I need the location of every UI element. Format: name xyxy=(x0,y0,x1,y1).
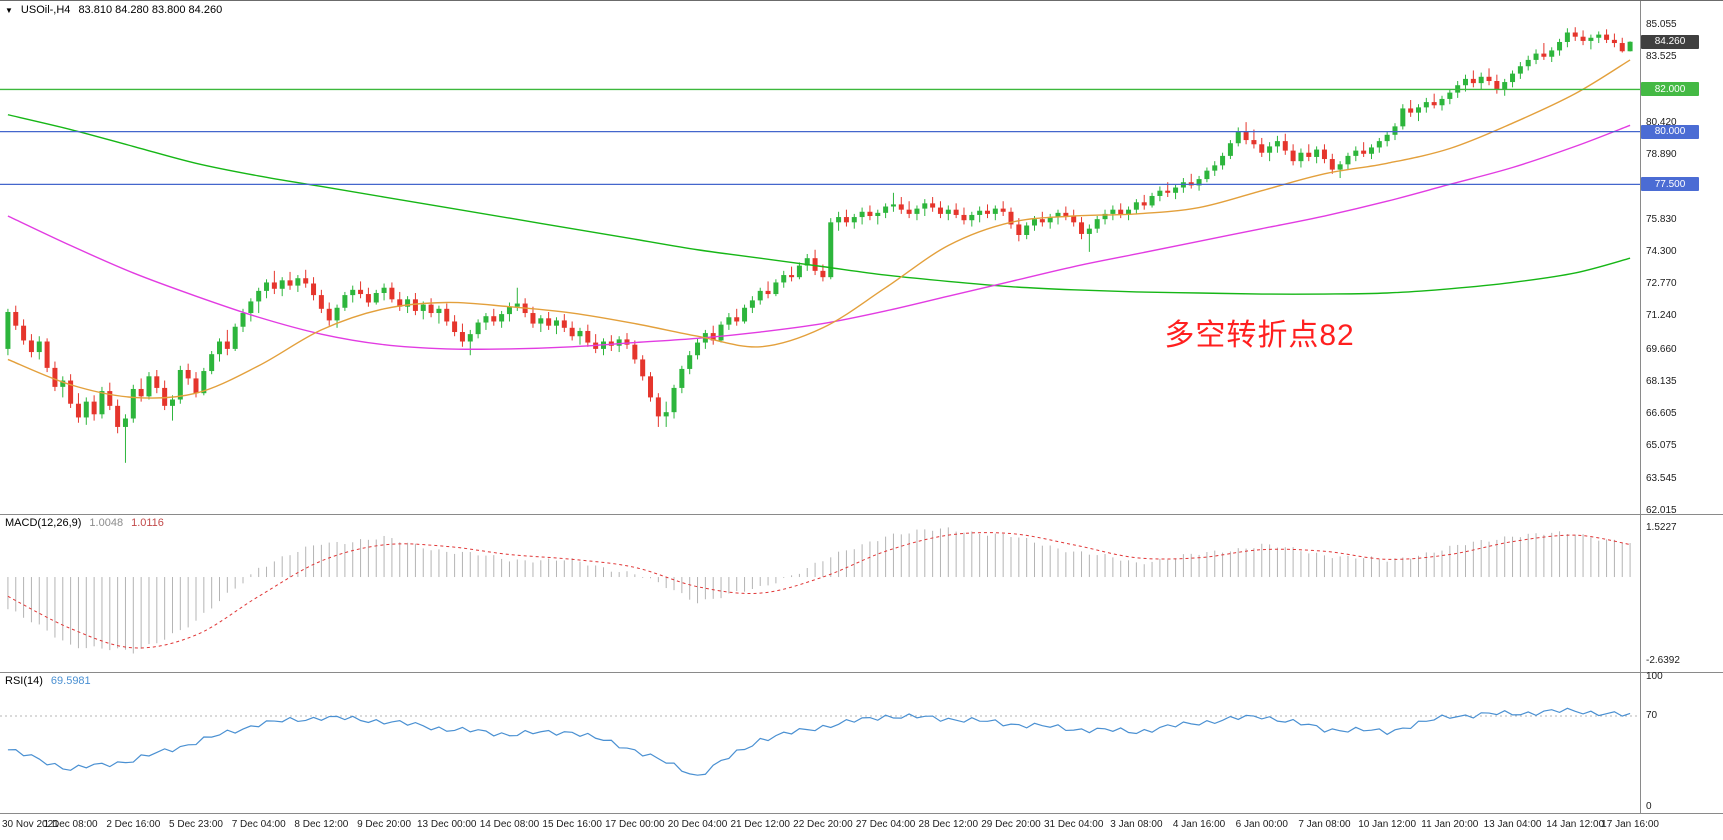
macd-header: MACD(12,26,9) 1.0048 1.0116 xyxy=(5,517,164,529)
price-tick-label: 74.300 xyxy=(1646,245,1677,257)
current-price-badge: 84.260 xyxy=(1641,34,1699,49)
time-tick-label: 22 Dec 20:00 xyxy=(793,819,853,830)
price-tick-label: 69.660 xyxy=(1646,343,1677,355)
time-axis[interactable]: 30 Nov 2021 1 Dec 08:00 2 Dec 16:00 5 Dec 2… xyxy=(0,813,1723,840)
rsi-header: RSI(14) 69.5981 xyxy=(5,675,91,687)
time-tick-label: 7 Jan 08:00 xyxy=(1298,819,1351,830)
time-tick-label: 1 Dec 08:00 xyxy=(43,819,98,830)
time-tick-label: 17 Dec 00:00 xyxy=(605,819,665,830)
annotation-text: 多空转折点82 xyxy=(1164,319,1355,353)
time-tick-label: 14 Jan 12:00 xyxy=(1546,819,1605,830)
time-tick-label: 4 Jan 16:00 xyxy=(1172,819,1226,830)
macd-signal-value: 1.0116 xyxy=(131,517,164,529)
time-tick-label: 21 Dec 12:00 xyxy=(730,819,790,830)
price-level-badge: 82.000 xyxy=(1641,82,1699,97)
time-tick-label: 14 Dec 08:00 xyxy=(479,819,540,830)
price-tick-label: 78.890 xyxy=(1646,149,1677,161)
price-tick-label: 68.135 xyxy=(1646,375,1677,387)
time-tick-label: 9 Dec 20:00 xyxy=(357,819,412,830)
price-tick-label: 66.605 xyxy=(1646,408,1677,420)
time-tick-label: 13 Dec 00:00 xyxy=(417,819,477,830)
time-tick-label: 20 Dec 04:00 xyxy=(667,819,728,830)
price-level-badge: 80.000 xyxy=(1641,124,1699,139)
time-tick-label: 29 Dec 20:00 xyxy=(981,819,1041,830)
chart-header: ▼ USOil-,H4 83.810 84.280 83.800 84.260 xyxy=(5,4,222,16)
price-tick-label: 85.055 xyxy=(1646,19,1677,30)
time-tick-label: 31 Dec 04:00 xyxy=(1043,819,1104,830)
price-tick-label: 65.075 xyxy=(1646,440,1677,452)
time-tick-label: 6 Jan 00:00 xyxy=(1235,819,1288,830)
time-tick-label: 8 Dec 12:00 xyxy=(294,819,349,830)
time-tick-label: 28 Dec 12:00 xyxy=(918,819,979,830)
price-tick-label: 83.525 xyxy=(1646,51,1677,63)
rsi-axis-label: 70 xyxy=(1646,710,1658,721)
macd-main-value: 1.0048 xyxy=(89,517,124,529)
time-tick-label: 11 Jan 20:00 xyxy=(1421,819,1479,830)
price-level-badge: 77.500 xyxy=(1641,177,1699,192)
time-tick-label: 17 Jan 16:00 xyxy=(1601,819,1659,830)
macd-axis-label: 1.5227 xyxy=(1646,522,1677,533)
macd-title: MACD(12,26,9) xyxy=(5,517,82,529)
time-tick-label: 30 Nov 2021 xyxy=(2,819,59,830)
ohlc-readout: 83.810 84.280 83.800 84.260 xyxy=(78,4,223,16)
price-tick-label: 63.545 xyxy=(1646,472,1677,484)
price-tick-label: 72.770 xyxy=(1646,278,1677,290)
time-tick-label: 5 Dec 23:00 xyxy=(169,819,223,830)
price-tick-label: 71.240 xyxy=(1646,310,1677,322)
time-tick-label: 10 Jan 12:00 xyxy=(1358,819,1417,830)
time-tick-label: 3 Jan 08:00 xyxy=(1110,819,1163,830)
time-tick-label: 13 Jan 04:00 xyxy=(1483,819,1542,830)
time-tick-label: 2 Dec 16:00 xyxy=(106,819,161,830)
rsi-value: 69.5981 xyxy=(50,675,91,687)
price-tick-label: 62.015 xyxy=(1646,505,1677,516)
macd-axis-label: -2.6392 xyxy=(1646,655,1680,666)
time-tick-label: 27 Dec 04:00 xyxy=(855,819,916,830)
rsi-title: RSI(14) xyxy=(5,675,43,687)
symbol-timeframe-label: USOil-,H4 xyxy=(20,4,71,16)
time-tick-label: 15 Dec 16:00 xyxy=(542,819,602,830)
symbol-marker-icon: ▼ xyxy=(5,6,13,15)
rsi-axis-label: 0 xyxy=(1646,801,1652,812)
price-tick-label: 75.830 xyxy=(1646,213,1677,225)
rsi-axis-label: 100 xyxy=(1646,671,1663,682)
price-tick-label: 80.420 xyxy=(1646,116,1677,128)
time-tick-label: 7 Dec 04:00 xyxy=(231,819,286,830)
